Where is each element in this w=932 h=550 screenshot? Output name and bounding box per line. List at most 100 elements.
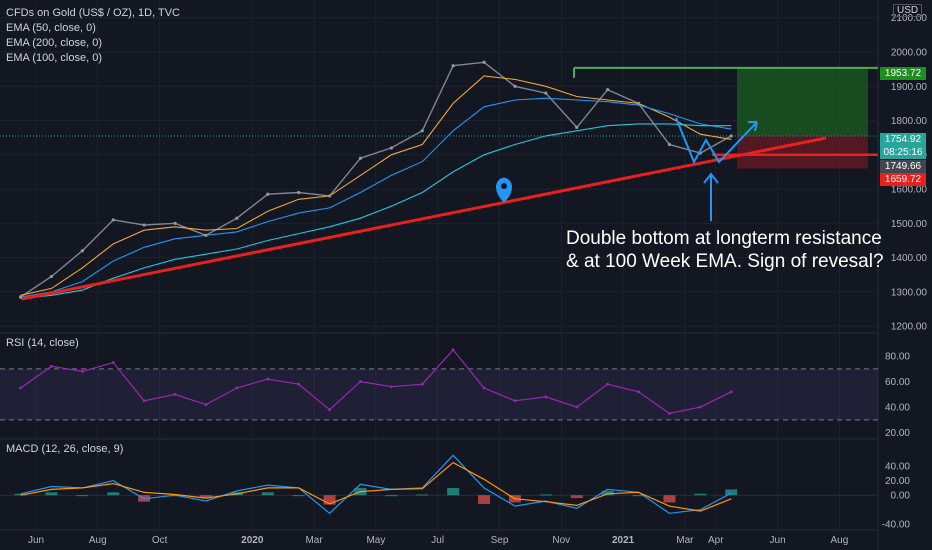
close-point [729, 134, 733, 138]
rsi-band [0, 368, 878, 420]
series-line [20, 75, 732, 296]
macd-tick-label: -40.00 [882, 520, 911, 531]
close-point [80, 249, 84, 253]
close-point [606, 88, 610, 92]
y-tick-label: 2000.00 [891, 47, 928, 58]
close-point [49, 274, 54, 279]
position-boxes [737, 67, 868, 169]
close-point [173, 221, 177, 225]
series-line [20, 61, 732, 298]
double-bottom-drawing [675, 117, 758, 165]
close-point [482, 60, 486, 64]
close-point [513, 84, 517, 88]
macd-histogram-bar [385, 495, 398, 497]
arrow-head [748, 121, 758, 132]
legend-ema50[interactable]: EMA (50, close, 0) [6, 22, 96, 34]
macd-title[interactable]: MACD (12, 26, close, 9) [6, 443, 124, 455]
rsi-point [235, 386, 239, 390]
macd-histogram-bar [45, 492, 58, 496]
close-point [420, 129, 424, 133]
close-point [18, 295, 23, 299]
rsi-point [606, 382, 610, 386]
macd-histogram-bar [478, 495, 491, 504]
rsi-point [698, 405, 702, 409]
rsi-point [204, 403, 208, 406]
x-tick-label: Aug [831, 535, 849, 546]
last-price-tag: 1754.92 [880, 133, 926, 146]
location-marker-icon [496, 177, 512, 203]
rsi-point [668, 412, 671, 415]
y-tick-label: 1200.00 [891, 322, 928, 333]
macd-histogram-bar [632, 495, 645, 497]
close-point [358, 156, 363, 160]
close-point [389, 146, 393, 150]
price-pane [0, 60, 878, 301]
x-tick-label: Jun [28, 535, 44, 546]
x-tick-label: Jul [431, 535, 444, 546]
close-point [142, 223, 146, 227]
rsi-tick-label: 60.00 [885, 377, 910, 388]
annotation-line-2: & at 100 Week EMA. Sign of revesal? [566, 251, 884, 272]
macd-histogram-bar [76, 495, 89, 497]
macd-tick-label: 20.00 [885, 476, 910, 487]
rsi-title[interactable]: RSI (14, close) [6, 337, 79, 349]
close-point [636, 101, 641, 105]
location-marker-dot [501, 183, 507, 189]
legend-ema200[interactable]: EMA (200, close, 0) [6, 37, 102, 49]
series-line [20, 97, 732, 298]
rsi-point [266, 377, 270, 381]
target-price-tag: 1953.72 [880, 67, 926, 80]
macd-histogram-bar [570, 495, 583, 499]
target-zone [737, 67, 868, 136]
close-point [204, 233, 208, 237]
macd-histogram-bar [539, 494, 552, 496]
rsi-point [19, 386, 22, 390]
rsi-point [482, 386, 486, 390]
longterm-trendline [21, 136, 827, 301]
x-tick-label: 2021 [612, 535, 635, 546]
x-tick-label: Jun [770, 535, 786, 546]
rsi-tick-label: 20.00 [885, 428, 910, 439]
close-point [266, 192, 270, 196]
close-point [544, 91, 548, 95]
macd-histogram-bar [416, 494, 429, 496]
rsi-point [389, 385, 393, 389]
macd-histogram-bar [447, 487, 460, 496]
y-tick-label: 1500.00 [891, 219, 928, 230]
close-point [327, 194, 332, 198]
x-tick-label: Aug [89, 535, 107, 546]
y-tick-label: 1600.00 [891, 185, 928, 196]
legend-symbol[interactable]: CFDs on Gold (US$ / OZ), 1D, TVC [6, 7, 181, 19]
pointer-arrow-head [703, 172, 719, 184]
x-tick-label: Nov [552, 535, 570, 546]
stop-price-tag: 1659.72 [880, 173, 926, 186]
rsi-point [111, 361, 115, 364]
rsi-point [142, 399, 146, 403]
close-point [667, 142, 672, 147]
rsi-point [513, 399, 517, 403]
chart-annotation[interactable]: Double bottom at longterm resistance & a… [566, 227, 884, 273]
macd-histogram-bar [107, 492, 120, 496]
x-tick-label: May [366, 535, 385, 546]
rsi-point [451, 348, 455, 352]
close-point [111, 218, 115, 222]
rsi-tick-label: 80.00 [885, 352, 910, 363]
macd-histogram-bar [14, 493, 27, 496]
rsi-tick-label: 40.00 [885, 403, 910, 414]
ema-price-tag: 1749.66 [880, 160, 926, 173]
rsi-point [637, 390, 640, 394]
y-tick-label: 2100.00 [891, 13, 928, 24]
rsi-point [297, 382, 301, 386]
y-tick-label: 1400.00 [891, 253, 928, 264]
x-tick-label: Apr [708, 535, 724, 546]
macd-histogram-bar [694, 493, 707, 496]
rsi-point [575, 405, 579, 409]
legend-ema100[interactable]: EMA (100, close, 0) [6, 52, 102, 64]
signal-line [20, 461, 732, 512]
axes: Jun Aug Oct 2020 Mar May Jul Sep Nov 2021 Mar Apr Ju… [28, 13, 927, 546]
rsi-point [173, 392, 177, 396]
macd-histogram-bar [261, 492, 274, 496]
macd-pane [0, 454, 878, 515]
currency-label[interactable]: USD [893, 4, 923, 17]
